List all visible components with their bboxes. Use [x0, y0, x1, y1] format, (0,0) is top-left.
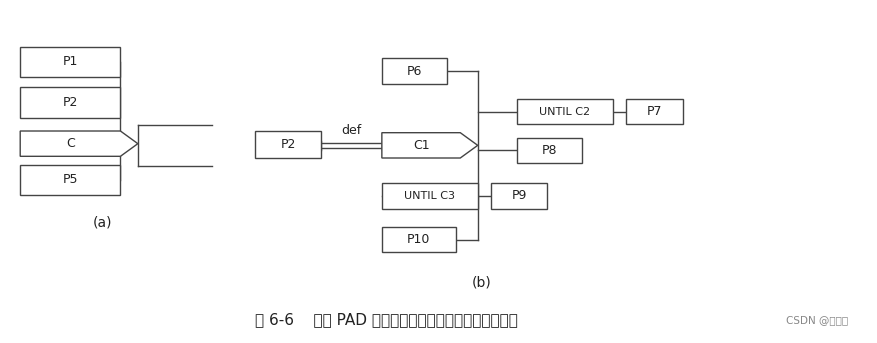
Text: P9: P9 — [511, 189, 527, 202]
Polygon shape — [381, 133, 478, 158]
Bar — [255, 131, 321, 158]
Text: P6: P6 — [407, 64, 422, 78]
Bar — [517, 138, 582, 163]
Text: UNTIL C2: UNTIL C2 — [539, 107, 590, 117]
Text: P1: P1 — [62, 55, 78, 68]
Text: 图 6-6    使用 PAD 图提供的定义功能来逐步求精的例子: 图 6-6 使用 PAD 图提供的定义功能来逐步求精的例子 — [255, 312, 517, 328]
Bar — [517, 99, 613, 124]
Text: P7: P7 — [646, 105, 662, 118]
Text: P8: P8 — [542, 144, 558, 157]
Polygon shape — [20, 131, 138, 156]
Text: P2: P2 — [281, 138, 296, 151]
Bar — [20, 47, 120, 77]
Bar — [381, 183, 478, 209]
Text: (b): (b) — [472, 276, 492, 290]
Bar — [20, 87, 120, 118]
Text: P2: P2 — [62, 96, 78, 109]
Text: C: C — [66, 137, 75, 150]
Text: def: def — [341, 125, 361, 137]
Bar — [491, 183, 547, 209]
Text: (a): (a) — [93, 215, 113, 229]
Text: CSDN @允谦啰: CSDN @允谦啰 — [786, 315, 848, 325]
Text: P10: P10 — [407, 233, 431, 246]
Bar — [626, 99, 682, 124]
Bar — [381, 58, 447, 84]
Text: P5: P5 — [62, 174, 78, 187]
Bar — [381, 227, 456, 252]
Text: C1: C1 — [413, 139, 430, 152]
Bar — [20, 165, 120, 195]
Text: UNTIL C3: UNTIL C3 — [404, 191, 455, 201]
